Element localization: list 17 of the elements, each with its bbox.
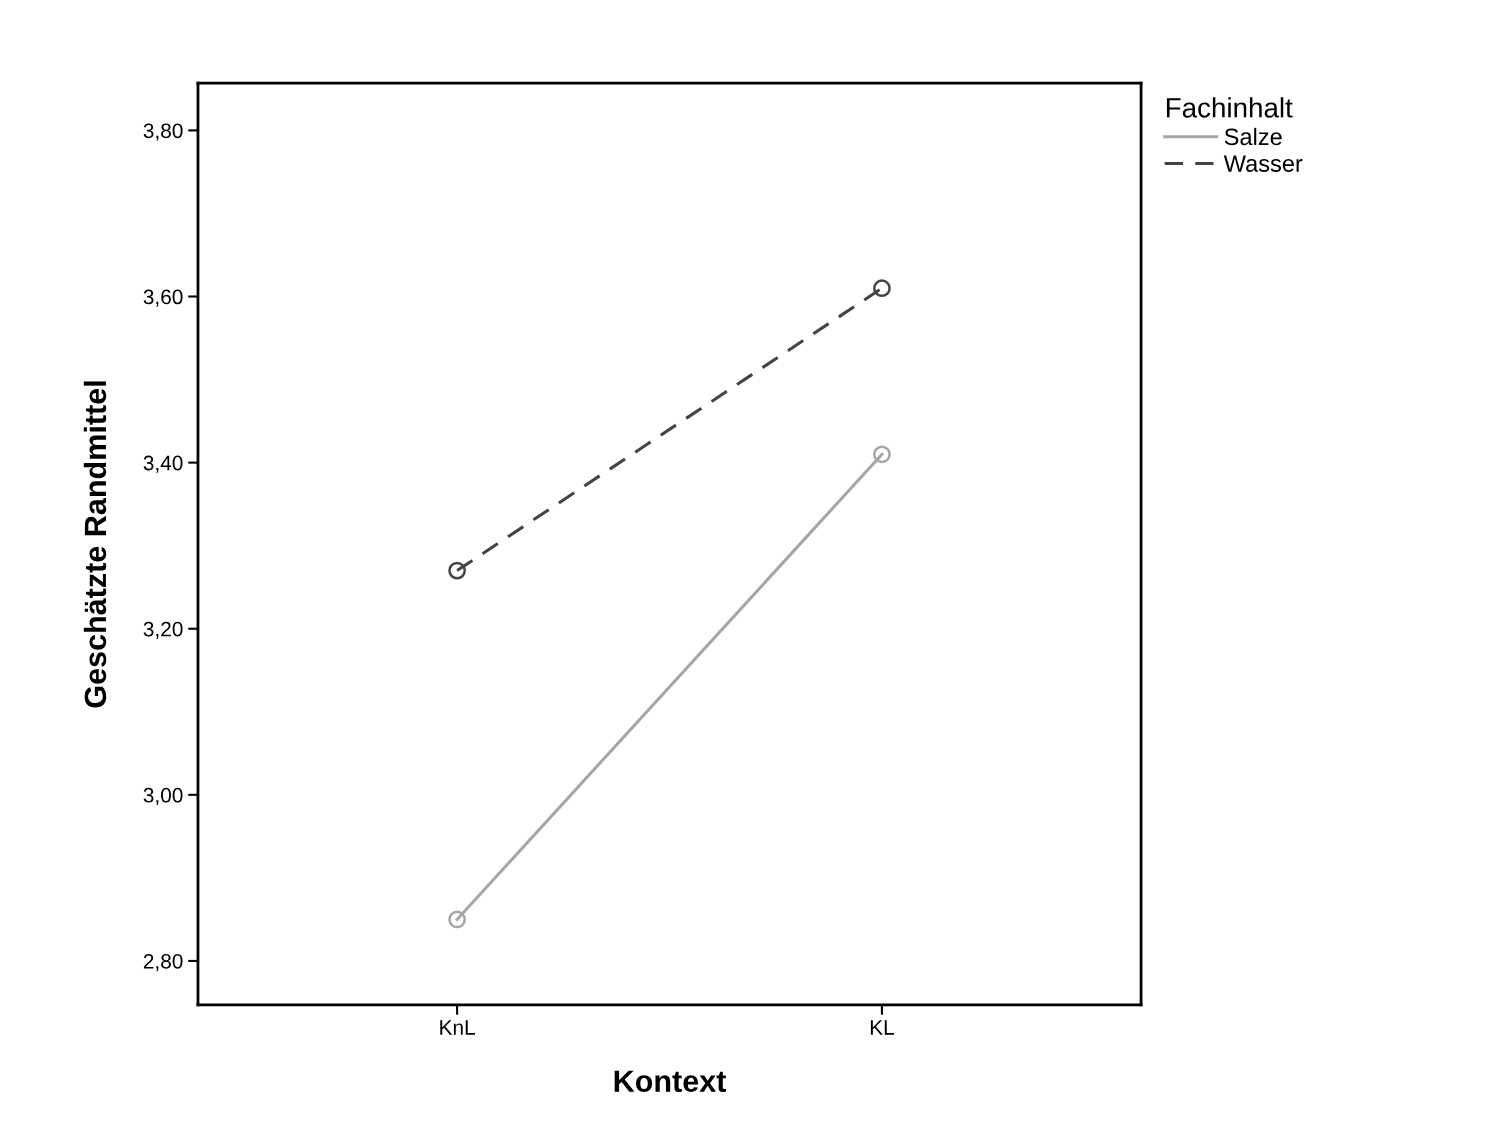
legend-label: Salze — [1224, 127, 1282, 146]
y-axis-title: Geschätzte Randmittel — [83, 381, 107, 708]
x-tick-label: KnL — [440, 1020, 475, 1035]
point — [448, 561, 466, 580]
legend-label: Wasser — [1223, 155, 1303, 172]
point — [448, 910, 466, 929]
y-tick-label: 3,00 — [143, 787, 183, 806]
x-tick-label: KL — [870, 1020, 894, 1035]
y-tick-label: 3,20 — [143, 621, 183, 639]
y-tick-label: 2,80 — [143, 953, 183, 972]
y-tick-label: 3,40 — [143, 455, 183, 473]
point — [873, 445, 891, 464]
y-tick-label: 3,60 — [143, 289, 183, 307]
x-axis-title: Kontext — [614, 1070, 727, 1092]
legend-title: Fachinhalt — [1166, 97, 1293, 118]
y-tick-label: 3,80 — [143, 123, 183, 141]
point — [873, 279, 891, 298]
